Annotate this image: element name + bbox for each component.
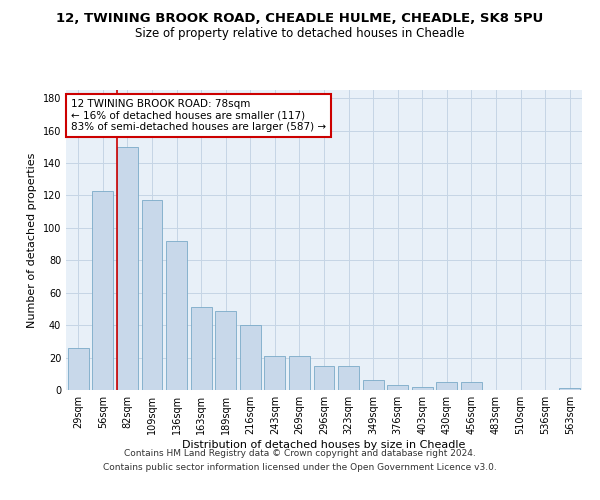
Bar xyxy=(362,380,383,390)
Bar xyxy=(92,190,113,390)
Bar xyxy=(191,308,212,390)
Text: Contains HM Land Registry data © Crown copyright and database right 2024.: Contains HM Land Registry data © Crown c… xyxy=(124,448,476,458)
Bar xyxy=(436,382,457,390)
Bar xyxy=(412,387,433,390)
Bar xyxy=(68,348,89,390)
Text: 12, TWINING BROOK ROAD, CHEADLE HULME, CHEADLE, SK8 5PU: 12, TWINING BROOK ROAD, CHEADLE HULME, C… xyxy=(56,12,544,26)
Bar xyxy=(338,366,359,390)
Bar xyxy=(314,366,334,390)
Text: Contains public sector information licensed under the Open Government Licence v3: Contains public sector information licen… xyxy=(103,464,497,472)
Y-axis label: Number of detached properties: Number of detached properties xyxy=(27,152,37,328)
Text: Size of property relative to detached houses in Cheadle: Size of property relative to detached ho… xyxy=(135,28,465,40)
Bar xyxy=(387,385,408,390)
Bar xyxy=(559,388,580,390)
Bar xyxy=(215,310,236,390)
Bar xyxy=(265,356,286,390)
X-axis label: Distribution of detached houses by size in Cheadle: Distribution of detached houses by size … xyxy=(182,440,466,450)
Text: 12 TWINING BROOK ROAD: 78sqm
← 16% of detached houses are smaller (117)
83% of s: 12 TWINING BROOK ROAD: 78sqm ← 16% of de… xyxy=(71,99,326,132)
Bar xyxy=(142,200,163,390)
Bar xyxy=(240,325,261,390)
Bar xyxy=(166,241,187,390)
Bar xyxy=(461,382,482,390)
Bar xyxy=(289,356,310,390)
Bar xyxy=(117,147,138,390)
